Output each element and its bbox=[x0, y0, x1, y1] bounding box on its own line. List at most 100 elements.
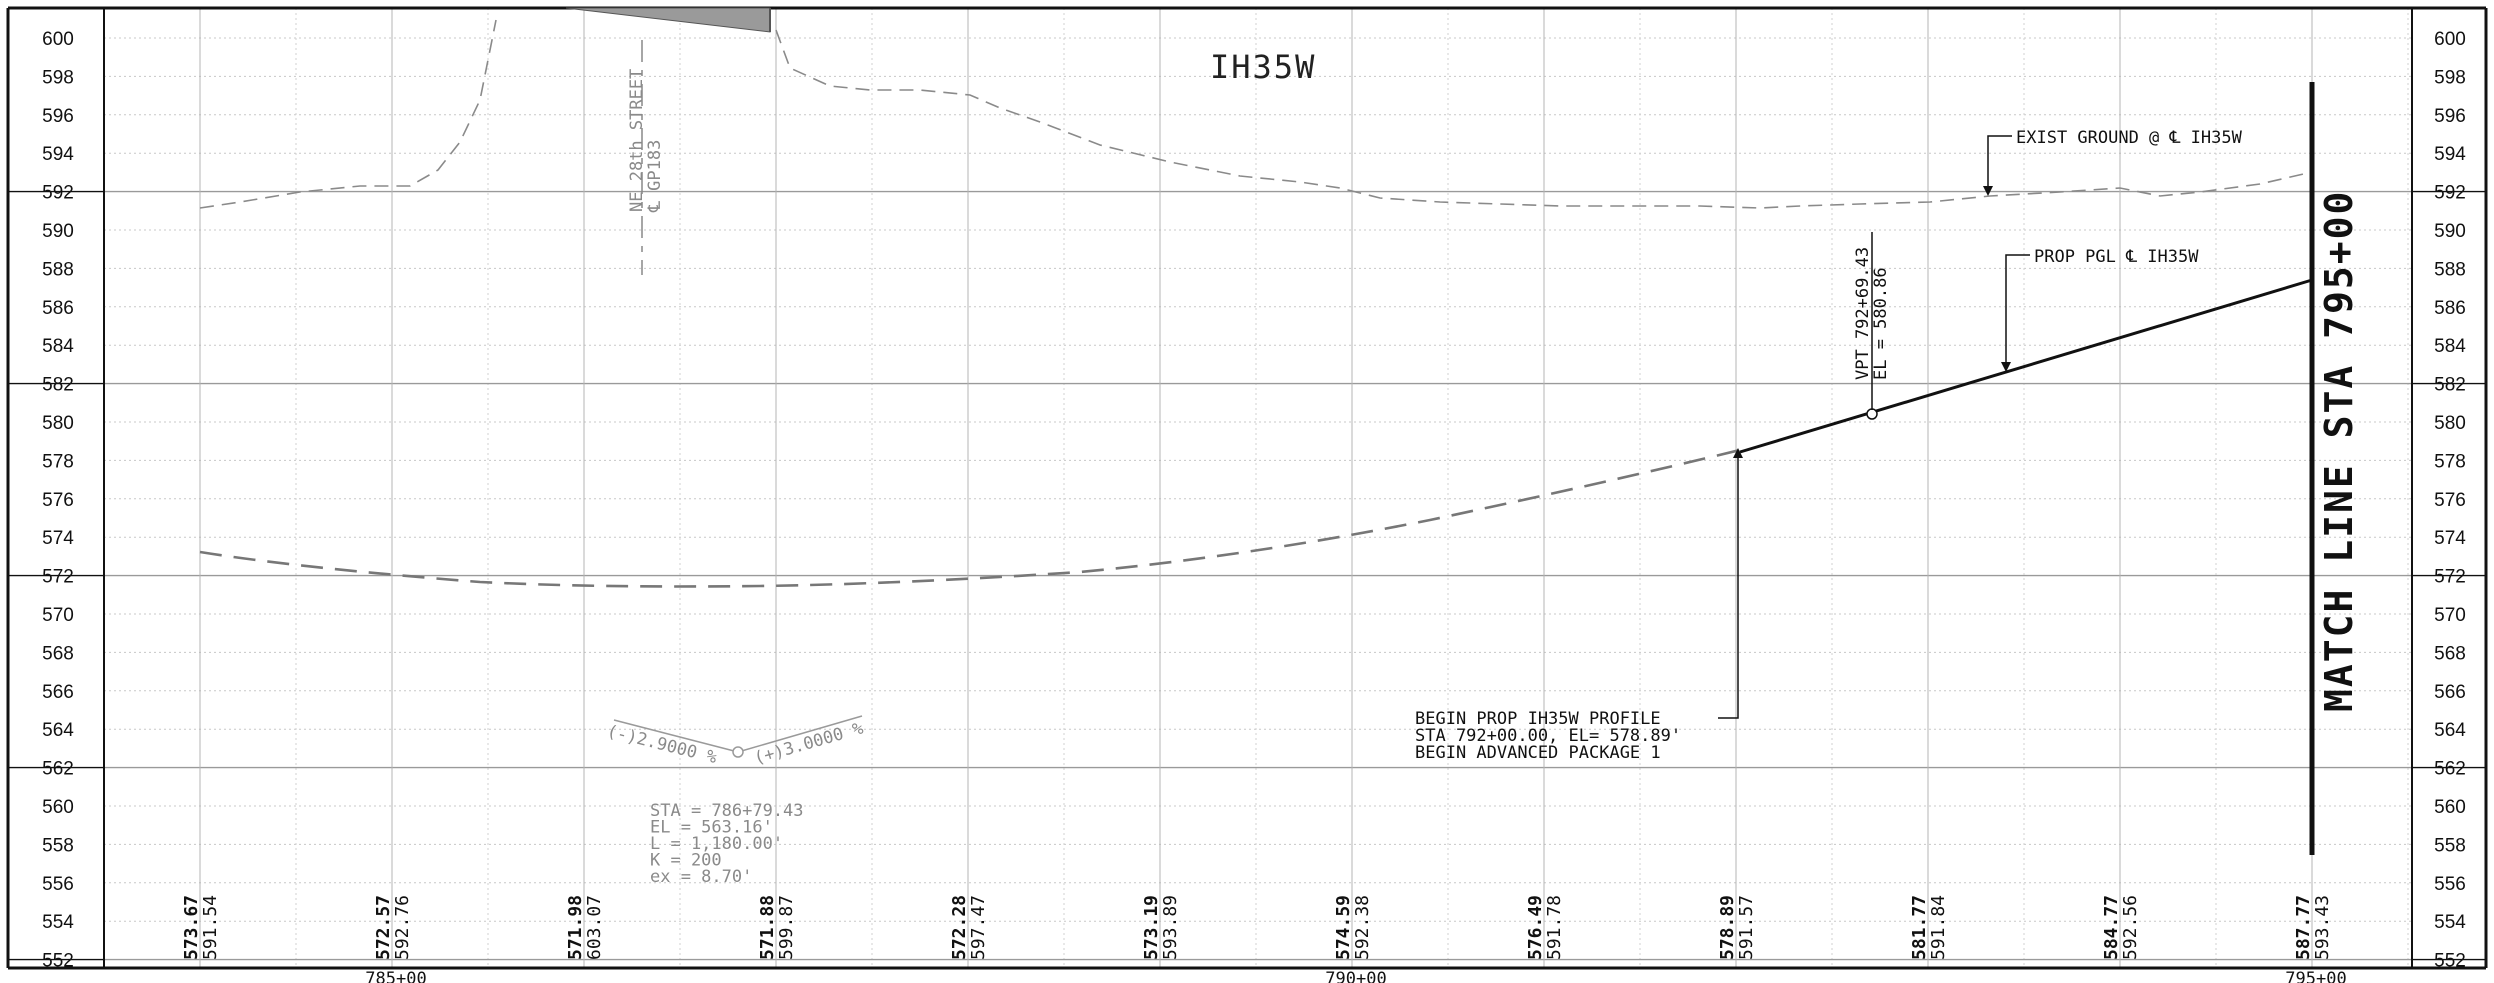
elevation-label: 578 bbox=[42, 451, 74, 472]
grid-minor bbox=[104, 8, 2412, 968]
begin-profile-line1: BEGIN PROP IH35W PROFILE bbox=[1415, 709, 1661, 729]
proposed-elevation: 587.77 bbox=[2293, 895, 2314, 960]
elevation-label: 580 bbox=[42, 413, 74, 434]
elevation-label: 568 bbox=[42, 643, 74, 664]
elevation-label: 584 bbox=[2434, 336, 2466, 357]
existing-elevation: 597.47 bbox=[968, 895, 989, 960]
existing-elevation: 591.57 bbox=[1736, 895, 1757, 960]
elevation-label: 598 bbox=[2434, 67, 2466, 88]
elevation-label: 576 bbox=[2434, 490, 2466, 511]
vc-data-line: L = 1,180.00' bbox=[650, 834, 783, 854]
elevation-label: 598 bbox=[42, 67, 74, 88]
elevation-label: 574 bbox=[42, 528, 74, 549]
elevation-label: 558 bbox=[42, 835, 74, 856]
existing-ground-line bbox=[199, 19, 497, 209]
grade-lines bbox=[613, 715, 863, 758]
grid-major bbox=[8, 8, 2486, 968]
elevation-label: 570 bbox=[42, 605, 74, 626]
elevation-label: 600 bbox=[42, 29, 74, 50]
proposed-elevation: 573.67 bbox=[181, 895, 202, 960]
grade-in-label: (-)2.9000 % bbox=[605, 721, 719, 768]
vc-data-line: ex = 8.70' bbox=[650, 867, 752, 887]
cross-street-name: NE 28th STREET bbox=[627, 69, 647, 212]
elevation-label: 596 bbox=[42, 106, 74, 127]
proposed-vertical-curve bbox=[199, 448, 1741, 588]
elevation-label: 580 bbox=[2434, 413, 2466, 434]
elevation-label: 582 bbox=[2434, 375, 2466, 396]
drawing-title: IH35W bbox=[1210, 48, 1316, 86]
proposed-elevation: 573.19 bbox=[1141, 895, 1162, 960]
elevation-label: 586 bbox=[42, 298, 74, 319]
begin-profile-line2: STA 792+00.00, EL= 578.89' bbox=[1415, 726, 1681, 746]
exist-ground-arrow bbox=[1983, 186, 1993, 196]
elevation-label: 578 bbox=[2434, 451, 2466, 472]
vpt-station: VPT 792+69.43 bbox=[1853, 247, 1873, 380]
elevation-axis-right: 600 598 596 594 592 590 588 586 584 582 580 578 576 5… bbox=[2434, 29, 2466, 972]
elevation-label: 568 bbox=[2434, 643, 2466, 664]
vc-data-line: EL = 563.16' bbox=[650, 818, 773, 838]
elevation-label: 586 bbox=[2434, 298, 2466, 319]
sheet-frame bbox=[6, 6, 2488, 970]
elevation-label: 590 bbox=[42, 221, 74, 242]
begin-profile-arrow bbox=[1733, 448, 1743, 458]
elevation-label: 588 bbox=[2434, 259, 2466, 280]
vpt-point-marker bbox=[1866, 408, 1878, 420]
begin-profile-line3: BEGIN ADVANCED PACKAGE 1 bbox=[1415, 743, 1661, 763]
proposed-elevation: 571.88 bbox=[757, 895, 778, 960]
elevation-label: 592 bbox=[2434, 183, 2466, 204]
station-label: 785+00 bbox=[365, 969, 426, 983]
elevation-label: 572 bbox=[42, 567, 74, 588]
elevation-label: 594 bbox=[2434, 144, 2466, 165]
elevation-label: 588 bbox=[42, 259, 74, 280]
elevation-label: 592 bbox=[42, 183, 74, 204]
elevation-label: 560 bbox=[42, 797, 74, 818]
elevation-label: 552 bbox=[42, 951, 74, 972]
existing-elevation: 603.07 bbox=[584, 895, 605, 960]
grade-out-label: (+)3.0000 % bbox=[752, 719, 866, 769]
vc-data-line: STA = 786+79.43 bbox=[650, 801, 804, 821]
existing-ground-line-2 bbox=[775, 29, 2313, 209]
proposed-elevation: 584.77 bbox=[2101, 895, 2122, 960]
existing-elevation: 592.56 bbox=[2120, 895, 2141, 960]
elevation-label: 554 bbox=[42, 912, 74, 933]
prop-pgl-callout: PROP PGL ℄ IH35W bbox=[2034, 247, 2199, 267]
station-labels: 785+00 790+00 795+00 bbox=[365, 969, 2346, 983]
match-line-label: MATCH LINE STA 795+00 bbox=[2317, 190, 2361, 712]
proposed-elevation: 572.57 bbox=[373, 895, 394, 960]
prop-pgl-arrow bbox=[2001, 362, 2011, 372]
elevation-label: 554 bbox=[2434, 912, 2466, 933]
proposed-elevation: 571.98 bbox=[565, 895, 586, 960]
elevation-label: 562 bbox=[42, 759, 74, 780]
elevation-label: 576 bbox=[42, 490, 74, 511]
elevation-label: 582 bbox=[42, 375, 74, 396]
proposed-elevation: 578.89 bbox=[1717, 895, 1738, 960]
elevation-label: 594 bbox=[42, 144, 74, 165]
elevation-label: 590 bbox=[2434, 221, 2466, 242]
elevation-label: 552 bbox=[2434, 951, 2466, 972]
elevation-label: 560 bbox=[2434, 797, 2466, 818]
existing-elevation: 599.87 bbox=[776, 895, 797, 960]
existing-elevation: 591.78 bbox=[1544, 895, 1565, 960]
existing-elevation: 593.43 bbox=[2312, 895, 2333, 960]
begin-profile-leader bbox=[1718, 452, 1739, 719]
existing-elevation: 591.54 bbox=[200, 895, 221, 960]
proposed-elevation: 576.49 bbox=[1525, 895, 1546, 960]
proposed-elevation: 572.28 bbox=[949, 895, 970, 960]
elevation-axis-left: 600 598 596 594 592 590 588 586 584 582 580 578 576 5… bbox=[42, 29, 74, 972]
vc-data-line: K = 200 bbox=[650, 851, 722, 871]
station-label: 790+00 bbox=[1325, 969, 1386, 983]
elevation-label: 562 bbox=[2434, 759, 2466, 780]
elevation-label: 570 bbox=[2434, 605, 2466, 626]
existing-elevation: 592.76 bbox=[392, 895, 413, 960]
existing-elevation: 593.89 bbox=[1160, 895, 1181, 960]
structure-wedge bbox=[565, 7, 771, 33]
elevation-label: 596 bbox=[2434, 106, 2466, 127]
elevation-label: 600 bbox=[2434, 29, 2466, 50]
elevation-label: 566 bbox=[42, 682, 74, 703]
elevation-label: 564 bbox=[2434, 720, 2466, 741]
elevation-label: 558 bbox=[2434, 835, 2466, 856]
elevation-label: 564 bbox=[42, 720, 74, 741]
